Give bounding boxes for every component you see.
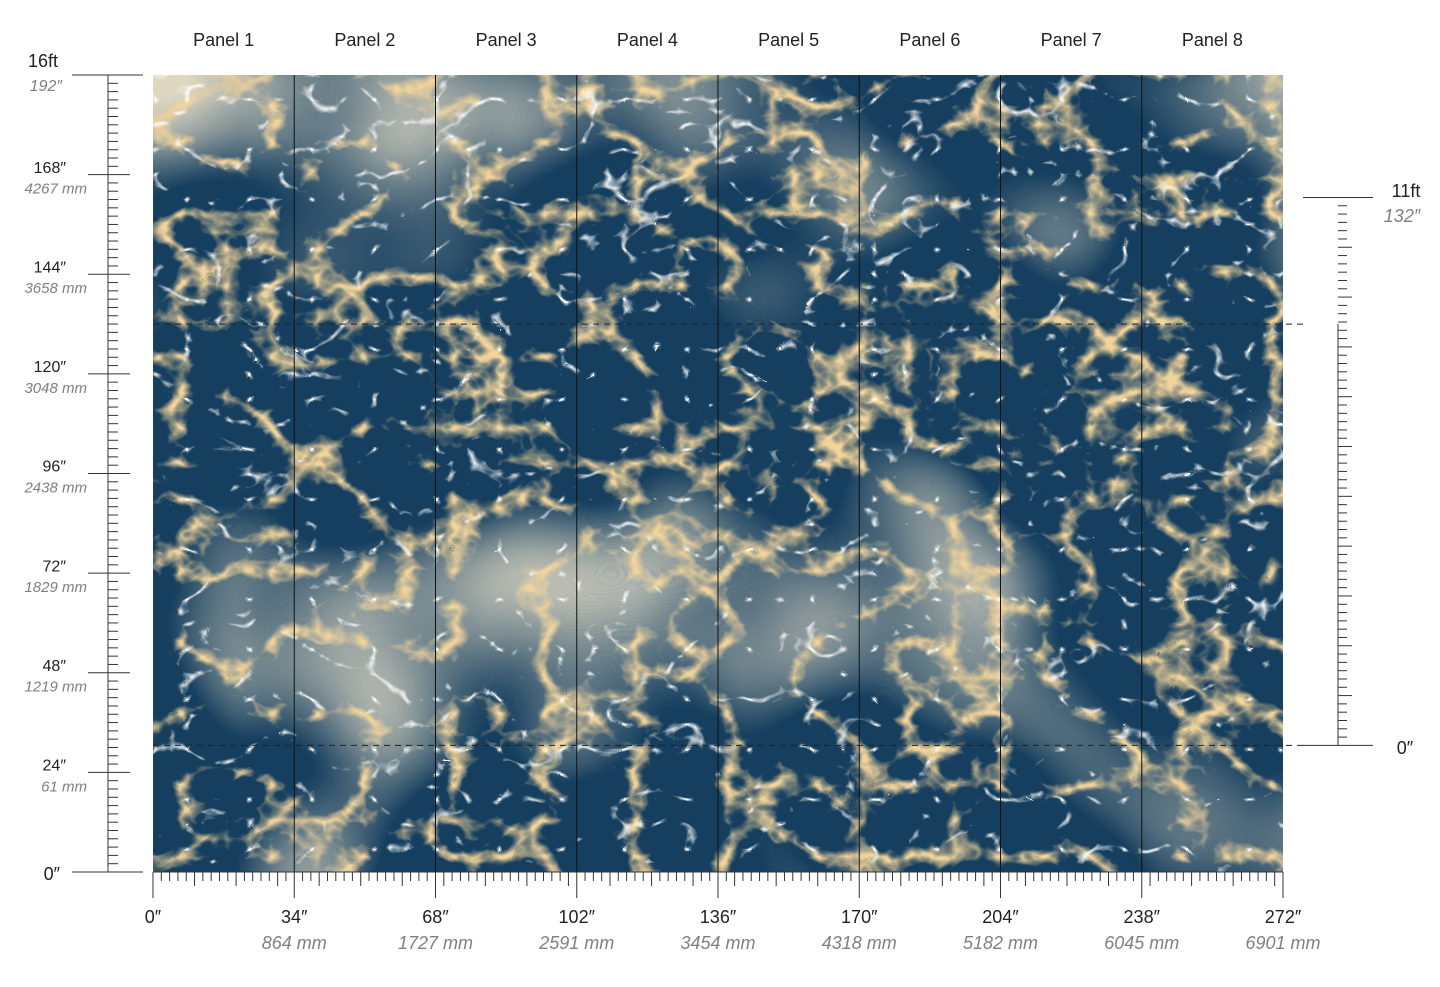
left-label: 96″: [43, 459, 67, 476]
panel-label: Panel 3: [476, 30, 537, 50]
bottom-sub: 864 mm: [262, 933, 327, 953]
left-label: 168″: [34, 160, 67, 177]
left-label: 144″: [34, 259, 67, 276]
right-top-label: 11ft: [1392, 181, 1421, 201]
panel-label: Panel 7: [1041, 30, 1102, 50]
bottom-sub: 2591 mm: [538, 933, 614, 953]
panel-label: Panel 5: [758, 30, 819, 50]
panel-label: Panel 1: [193, 30, 254, 50]
left-sub: 61 mm: [41, 778, 87, 795]
bottom-sub: 3454 mm: [680, 933, 755, 953]
left-sub: 3658 mm: [24, 280, 87, 297]
left-sub: 1219 mm: [24, 679, 87, 696]
left-bottom-label: 0″: [44, 864, 61, 884]
left-sub: 2438 mm: [23, 479, 87, 496]
annotations: Panel 1 Panel 2 Panel 3 Panel 4 Panel 5 Panel…: [23, 30, 1420, 953]
panel-label: Panel 6: [899, 30, 960, 50]
left-sub: 4267 mm: [24, 181, 87, 198]
left-label: 120″: [34, 359, 67, 376]
left-sub: 3048 mm: [24, 380, 87, 397]
bottom-label: 68″: [422, 907, 449, 927]
bottom-label: 0″: [145, 907, 162, 927]
left-label: 48″: [43, 658, 67, 675]
panel-label: Panel 2: [334, 30, 395, 50]
bottom-sub: 5182 mm: [963, 933, 1038, 953]
left-sub: 1829 mm: [24, 579, 87, 596]
left-label: 24″: [43, 758, 67, 775]
left-label: 72″: [43, 558, 67, 575]
bottom-sub: 6901 mm: [1245, 933, 1320, 953]
bottom-label: 170″: [841, 907, 878, 927]
bottom-label: 34″: [281, 907, 308, 927]
right-top-sub: 132″: [1384, 206, 1421, 226]
bottom-label: 272″: [1265, 907, 1302, 927]
right-bottom-label: 0″: [1397, 738, 1414, 758]
bottom-label: 238″: [1124, 907, 1161, 927]
left-top-sub: 192″: [30, 78, 64, 95]
bottom-label: 136″: [700, 907, 737, 927]
left-top-label: 16ft: [28, 51, 58, 71]
bottom-label: 204″: [982, 907, 1019, 927]
bottom-sub: 1727 mm: [398, 933, 473, 953]
panel-label: Panel 8: [1182, 30, 1243, 50]
bottom-sub: 6045 mm: [1104, 933, 1179, 953]
bottom-label: 102″: [559, 907, 596, 927]
panel-label: Panel 4: [617, 30, 678, 50]
bottom-sub: 4318 mm: [822, 933, 897, 953]
